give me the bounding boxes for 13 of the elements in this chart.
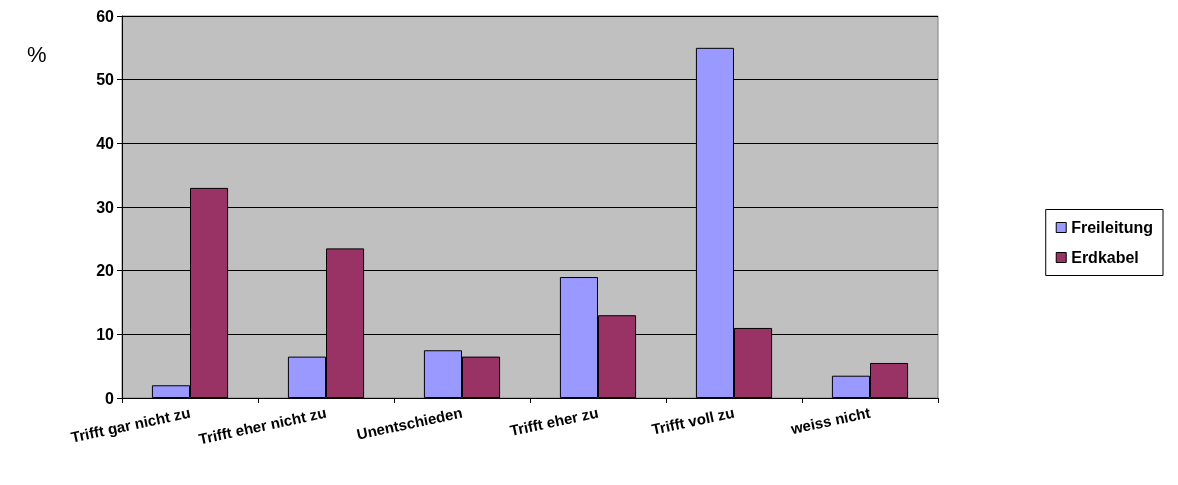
legend-label: Freileitung <box>1071 219 1153 236</box>
legend-label: Erdkabel <box>1071 249 1139 266</box>
y-tick-label: 40 <box>96 134 115 152</box>
x-tick-label: weiss nicht <box>788 403 872 438</box>
y-axis-title: % <box>27 41 47 67</box>
y-tick-label: 20 <box>96 262 115 280</box>
y-tick-label: 10 <box>96 325 115 343</box>
y-tick-label: 30 <box>96 198 115 216</box>
x-tick-label: Trifft eher zu <box>508 403 600 440</box>
x-tick-label: Trifft voll zu <box>649 403 736 438</box>
y-tick-label: 60 <box>96 7 115 25</box>
y-tick-label: 50 <box>96 71 115 89</box>
x-tick-label: Trifft eher nicht zu <box>197 403 328 448</box>
